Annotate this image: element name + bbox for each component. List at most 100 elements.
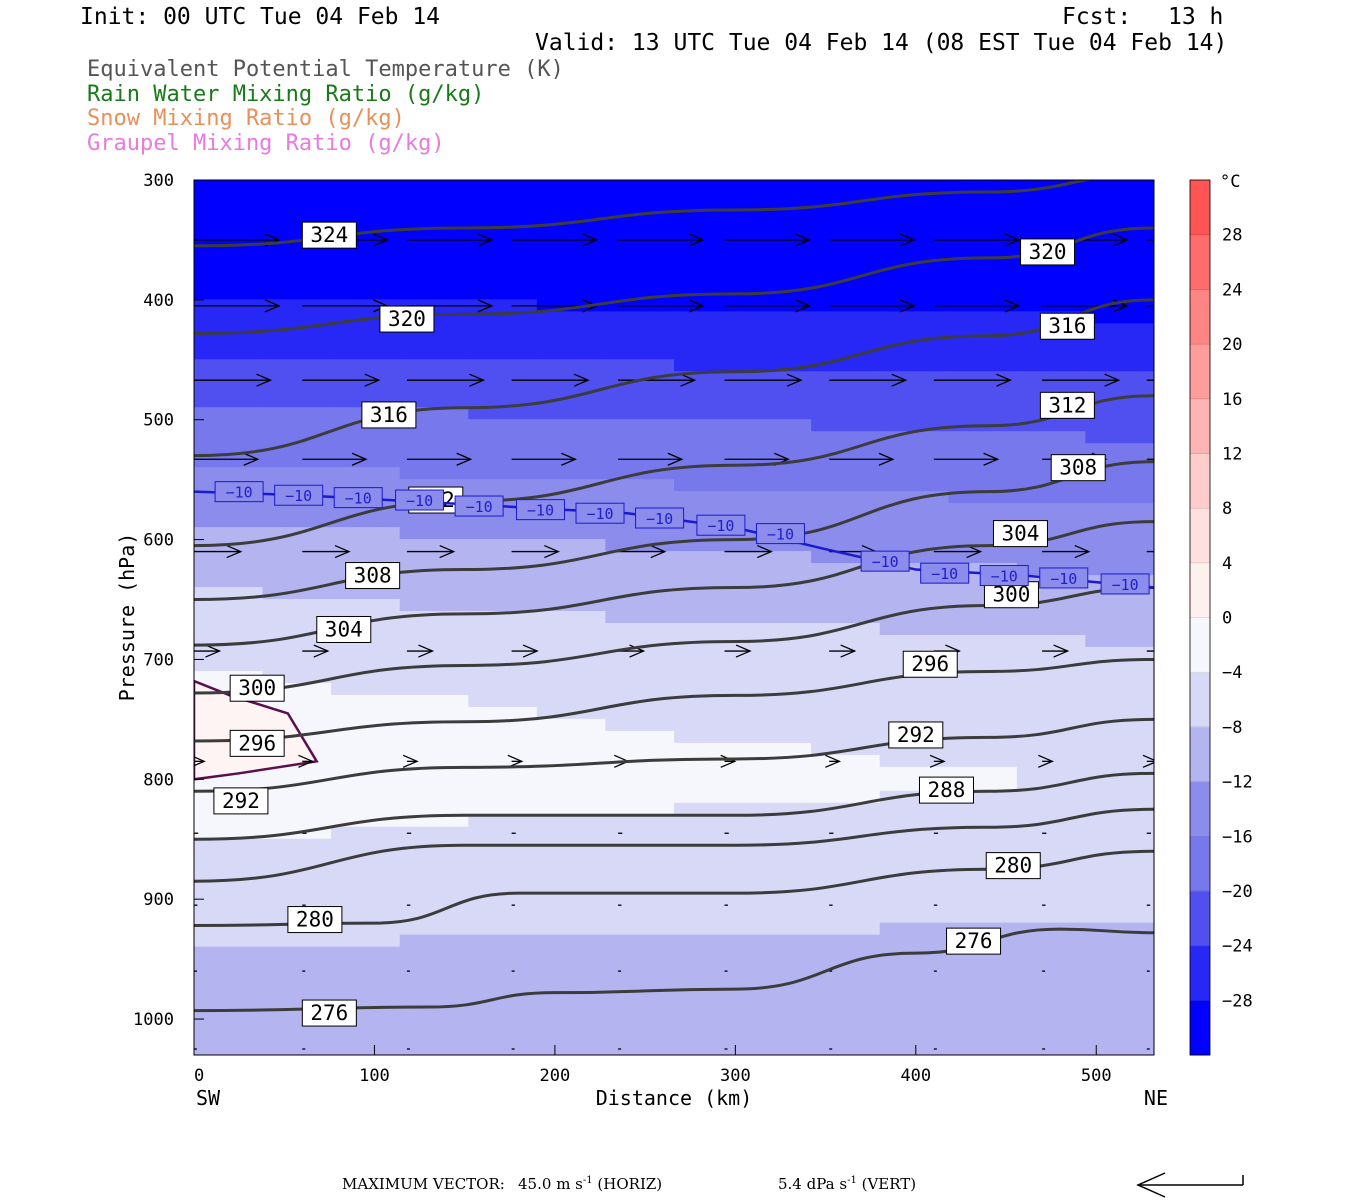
temp-cell <box>948 215 1018 229</box>
temp-cell <box>605 359 675 373</box>
wind-arrow-head <box>573 373 590 387</box>
temp-cell <box>331 515 401 529</box>
temp-cell <box>742 263 813 277</box>
temp-cell <box>1085 180 1154 193</box>
theta-e-label: 320 <box>1029 240 1067 264</box>
temp-cell <box>194 622 264 636</box>
isotherm-label: −10 <box>226 484 253 502</box>
temp-cell <box>674 383 744 397</box>
temp-cell <box>605 491 675 505</box>
temp-cell <box>605 670 675 684</box>
temp-cell <box>948 658 1018 672</box>
temp-cell <box>674 323 744 337</box>
field-label-graupel: Graupel Mixing Ratio (g/kg) <box>87 131 445 156</box>
temp-cell <box>468 323 538 337</box>
temp-cell <box>1085 203 1154 217</box>
temp-cell <box>1085 862 1154 876</box>
temp-cell <box>1016 491 1087 505</box>
wind-arrow-head <box>522 644 539 658</box>
temp-cell <box>399 227 470 241</box>
temp-cell <box>194 946 264 960</box>
temp-cell <box>674 611 744 624</box>
temp-cell <box>811 359 881 373</box>
wind-arrow-head <box>735 644 752 658</box>
temp-cell <box>879 527 950 541</box>
valid-time: Valid: 13 UTC Tue 04 Feb 14 (08 EST Tue … <box>535 30 1228 56</box>
temp-cell <box>399 575 470 589</box>
temp-cell <box>811 994 881 1008</box>
temp-cell <box>1085 874 1154 888</box>
temp-cell <box>536 191 607 205</box>
temp-cell <box>879 227 950 241</box>
temp-cell <box>879 323 950 337</box>
temp-cell <box>948 682 1018 696</box>
theta-e-label: 308 <box>1059 456 1097 480</box>
temp-cell <box>468 802 538 816</box>
temp-cell <box>399 527 470 541</box>
wind-arrow-head <box>840 644 857 658</box>
temp-cell <box>1016 275 1087 289</box>
theta-e-line-324 <box>194 180 1094 248</box>
temp-cell <box>399 215 470 229</box>
temp-cell <box>742 958 813 972</box>
temp-cell <box>331 910 401 924</box>
temp-cell <box>536 850 607 864</box>
temp-cell <box>1085 347 1154 361</box>
temp-cell <box>331 359 401 373</box>
temp-cell <box>399 778 470 792</box>
temp-cell <box>262 467 333 481</box>
temp-cell <box>811 180 881 193</box>
theta-e-label-box <box>229 729 285 757</box>
temp-cell <box>194 251 264 265</box>
temp-cell <box>1085 622 1154 636</box>
temp-cell <box>536 611 607 624</box>
temp-cell <box>948 634 1018 648</box>
temp-cell <box>468 479 538 493</box>
temp-cell <box>605 790 675 804</box>
temp-cell <box>742 215 813 229</box>
temp-cell <box>948 287 1018 301</box>
temp-cell <box>1016 886 1087 900</box>
wind-arrow-head <box>1038 754 1054 768</box>
temp-cell <box>948 754 1018 768</box>
isotherm-label-box <box>214 481 264 503</box>
temp-cell <box>742 383 813 397</box>
temp-cell <box>811 599 881 613</box>
temp-cell <box>674 563 744 577</box>
temp-cell <box>399 982 470 996</box>
temp-cell <box>331 275 401 289</box>
temp-cell <box>262 599 333 613</box>
temp-cell <box>1085 611 1154 624</box>
temp-cell <box>536 994 607 1008</box>
temp-cell <box>879 455 950 469</box>
temp-cell <box>674 814 744 828</box>
temp-cell <box>948 227 1018 241</box>
theta-e-label: 320 <box>388 307 426 331</box>
temp-cell <box>811 1054 881 1055</box>
wind-arrow-head <box>795 299 812 313</box>
temp-cell <box>263 1066 333 1079</box>
wind-arrow-head <box>582 233 599 247</box>
temp-cell <box>948 180 1018 193</box>
temp-cell <box>811 970 881 984</box>
temp-cell <box>674 180 744 193</box>
temp-cell <box>331 203 401 217</box>
temp-cell <box>468 335 538 349</box>
wind-arrow-head <box>264 299 281 313</box>
temp-cell <box>331 383 401 397</box>
temp-cell <box>605 239 675 253</box>
x-endpoint-left: SW <box>196 1086 221 1110</box>
temp-cell <box>605 527 675 541</box>
temp-cell <box>1085 730 1154 744</box>
temp-cell <box>262 850 333 864</box>
temp-cell <box>331 874 401 888</box>
wind-arrow-head <box>364 373 381 387</box>
temp-cell <box>674 730 744 744</box>
temp-cell <box>879 802 950 816</box>
temp-cell <box>948 347 1018 361</box>
temp-cell <box>399 191 470 205</box>
temp-cell <box>674 706 744 720</box>
temp-cell <box>468 407 538 421</box>
temp-cell <box>1085 826 1154 840</box>
temp-cell <box>331 982 401 996</box>
